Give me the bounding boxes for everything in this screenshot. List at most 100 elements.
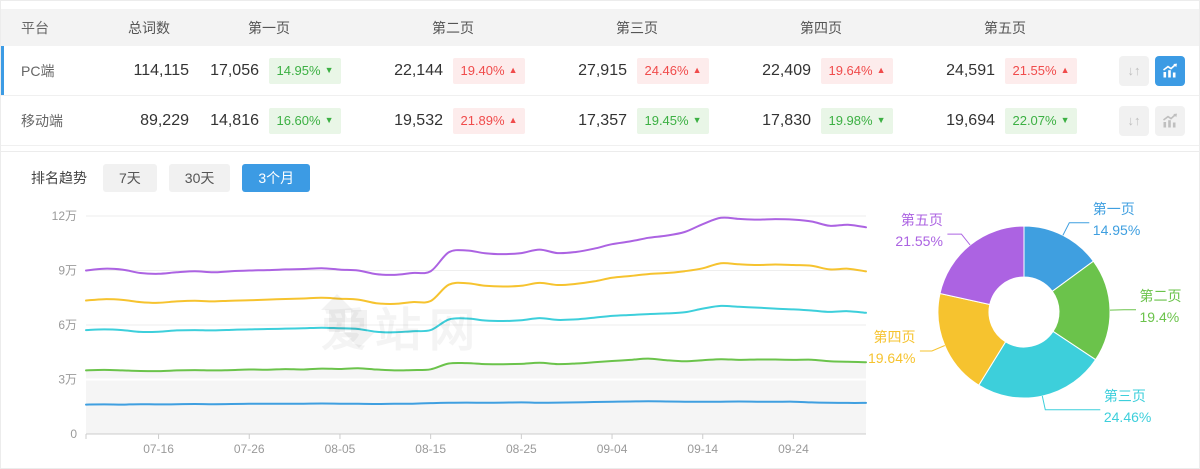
trend-badge: 19.64% ▲ (821, 57, 893, 84)
x-tick-label: 08-15 (415, 442, 446, 456)
platform-cell: 移动端 (21, 112, 63, 129)
trend-pct: 22.07% (1012, 113, 1057, 128)
trend-chart-icon (1163, 63, 1177, 77)
trend-pct: 19.40% (460, 63, 505, 78)
table-row-pc[interactable]: PC端 114,115 17,056 14.95% ▼ 22,144 19.40… (1, 46, 1199, 96)
trend-pct: 21.55% (1012, 63, 1057, 78)
trend-badge: 24.46% ▲ (637, 57, 709, 84)
tab-30days[interactable]: 30天 (168, 164, 231, 192)
donut-slice-第三页[interactable] (977, 330, 1096, 399)
page-value: 24,591 (946, 61, 995, 79)
donut-label-line (1062, 222, 1089, 236)
trend-badge: 19.40% ▲ (453, 57, 525, 84)
trend-badge: 16.60% ▼ (269, 107, 341, 134)
donut-label-pct: 24.46% (1103, 408, 1152, 425)
sort-button[interactable]: ↓↑ (1119, 105, 1149, 136)
tab-7days[interactable]: 7天 (103, 164, 157, 192)
trend-arrow-icon: ▲ (508, 65, 518, 75)
page-value: 17,056 (210, 61, 259, 79)
trend-arrow-icon: ▲ (508, 115, 518, 125)
y-tick-label: 12万 (52, 209, 77, 223)
trend-chart-icon (1163, 113, 1177, 127)
x-tick-label: 07-16 (143, 442, 174, 456)
page4-cell: 22,409 19.64% ▲ (749, 57, 933, 84)
page-value: 22,409 (762, 61, 811, 79)
sort-button[interactable]: ↓↑ (1119, 55, 1149, 86)
trend-pct: 19.45% (644, 113, 689, 128)
donut-label-name: 第四页 (873, 328, 916, 345)
platform-cell: PC端 (21, 62, 55, 79)
page-value: 14,816 (210, 111, 259, 129)
col-header-total: 总词数 (128, 19, 170, 36)
page-value: 22,144 (394, 61, 443, 79)
trend-pct: 24.46% (644, 63, 689, 78)
donut-label-pct: 19.4% (1139, 308, 1180, 325)
donut-label-name: 第五页 (900, 212, 943, 229)
col-header-page2: 第二页 (432, 19, 474, 36)
line-series-第五页 (85, 216, 867, 276)
donut-label-第三页: 第三页 24.46% (1104, 386, 1188, 428)
y-tick-label: 9万 (58, 264, 77, 278)
trend-arrow-icon: ▼ (324, 65, 334, 75)
trend-pct: 19.64% (828, 63, 873, 78)
page3-cell: 17,357 19.45% ▼ (565, 107, 749, 134)
page1-cell: 17,056 14.95% ▼ (197, 57, 381, 84)
page-value: 19,532 (394, 111, 443, 129)
table-row-mobile[interactable]: 移动端 89,229 14,816 16.60% ▼ 19,532 21.89%… (1, 96, 1199, 146)
trend-arrow-icon: ▲ (1060, 65, 1070, 75)
line-series-第四页 (85, 262, 867, 305)
line-chart-canvas: 07-16 07-26 08-05 08-15 08-25 09-04 09-14 09-24… (52, 209, 867, 456)
donut-label-第四页: 第四页 19.64% (831, 327, 915, 369)
rank-trend-line-chart: 07-16 07-26 08-05 08-15 08-25 09-04 09-14 09-24… (1, 194, 870, 466)
donut-label-line (919, 345, 945, 352)
line-series-第三页 (85, 304, 867, 334)
trend-arrow-icon: ▼ (876, 115, 886, 125)
trend-pct: 14.95% (276, 63, 321, 78)
donut-chart-canvas (919, 222, 1136, 411)
trend-chart-button[interactable] (1155, 55, 1185, 86)
tab-3months[interactable]: 3个月 (242, 164, 311, 192)
col-header-page5: 第五页 (984, 19, 1026, 36)
donut-label-pct: 21.55% (895, 233, 943, 250)
trend-pct: 21.89% (460, 113, 505, 128)
page2-cell: 19,532 21.89% ▲ (381, 107, 565, 134)
donut-label-pct: 14.95% (1092, 221, 1141, 238)
donut-slice-第五页[interactable] (938, 225, 1025, 306)
total-words-cell: 114,115 (133, 61, 189, 79)
trend-badge: 14.95% ▼ (269, 57, 341, 84)
charts-area: 07-16 07-26 08-05 08-15 08-25 09-04 09-14 09-24… (1, 192, 1199, 466)
page-value: 19,694 (946, 111, 995, 129)
x-tick-label: 09-14 (687, 442, 718, 456)
donut-label-line (1041, 395, 1100, 411)
trend-toolbar: 排名趋势 7天 30天 3个月 (1, 152, 1199, 192)
col-header-page4: 第四页 (800, 19, 842, 36)
trend-badge: 22.07% ▼ (1005, 107, 1077, 134)
trend-arrow-icon: ▲ (876, 65, 886, 75)
trend-pct: 16.60% (276, 113, 321, 128)
trend-arrow-icon: ▼ (692, 115, 702, 125)
donut-label-name: 第一页 (1092, 200, 1135, 217)
x-tick-label: 08-25 (506, 442, 537, 456)
donut-slice-第四页[interactable] (937, 292, 1006, 386)
trend-section: 排名趋势 7天 30天 3个月 07-16 07-26 08-05 08-15 08-2… (1, 151, 1199, 466)
donut-label-pct: 19.64% (867, 349, 916, 366)
sort-arrows-icon: ↓↑ (1127, 63, 1141, 78)
x-tick-label: 09-04 (597, 442, 628, 456)
page4-cell: 17,830 19.98% ▼ (749, 107, 933, 134)
donut-slice-第二页[interactable] (1051, 260, 1111, 361)
line-series-第二页 (85, 357, 867, 373)
trend-chart-button[interactable] (1155, 105, 1185, 136)
donut-label-name: 第三页 (1103, 387, 1146, 404)
x-tick-label: 07-26 (234, 442, 265, 456)
area-fill (86, 358, 866, 434)
rank-table: 平台 总词数 第一页 第二页 第三页 第四页 第五页 PC端 114,115 1… (1, 1, 1199, 146)
donut-label-name: 第二页 (1139, 287, 1182, 304)
row-actions: ↓↑ (1117, 105, 1199, 136)
donut-label-line (946, 233, 971, 246)
y-tick-label: 3万 (58, 373, 77, 387)
col-header-page1: 第一页 (248, 19, 290, 36)
page3-cell: 27,915 24.46% ▲ (565, 57, 749, 84)
trend-badge: 21.55% ▲ (1005, 57, 1077, 84)
y-tick-label: 0 (70, 427, 77, 441)
sort-arrows-icon: ↓↑ (1127, 113, 1141, 128)
